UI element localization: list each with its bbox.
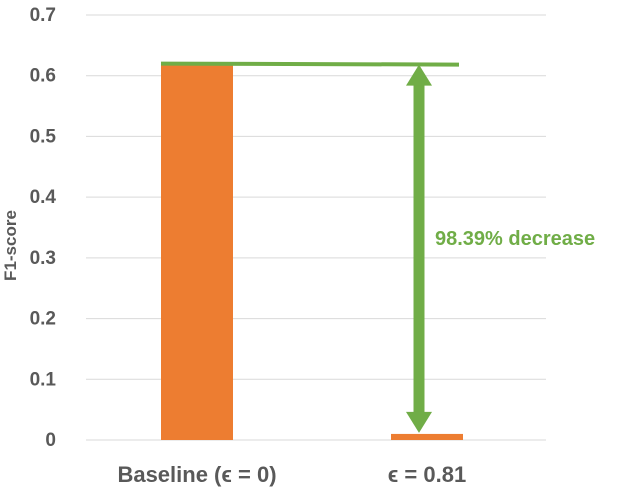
decrease-label: 98.39% decrease [435, 228, 595, 250]
bars [161, 63, 463, 440]
y-tick-label: 0.4 [30, 187, 57, 208]
y-tick-label: 0.5 [30, 126, 57, 147]
bar-1 [161, 63, 233, 440]
y-tick-label: 0 [45, 430, 56, 451]
category-labels: Baseline (ϵ = 0) ϵ = 0.81 [117, 462, 466, 487]
y-axis-label: F1-score [1, 210, 20, 281]
y-tick-label: 0.1 [30, 369, 57, 390]
decrease-annotation: 98.39% decrease [160, 61, 595, 433]
y-tick-label: 0.6 [30, 66, 56, 87]
y-tick-label: 0.3 [30, 248, 56, 269]
y-tick-label: 0.7 [30, 5, 56, 26]
arrow-shaft [413, 83, 425, 414]
y-axis-ticks: 0 0.1 0.2 0.3 0.4 0.5 0.6 0.7 [30, 5, 57, 451]
arrow-head-up [406, 64, 432, 86]
reference-line [160, 61, 460, 67]
bar-2 [391, 433, 463, 440]
category-label: Baseline (ϵ = 0) [117, 462, 276, 487]
arrow-head-down [406, 411, 432, 433]
category-label: ϵ = 0.81 [388, 462, 466, 487]
y-tick-label: 0.2 [30, 309, 56, 330]
